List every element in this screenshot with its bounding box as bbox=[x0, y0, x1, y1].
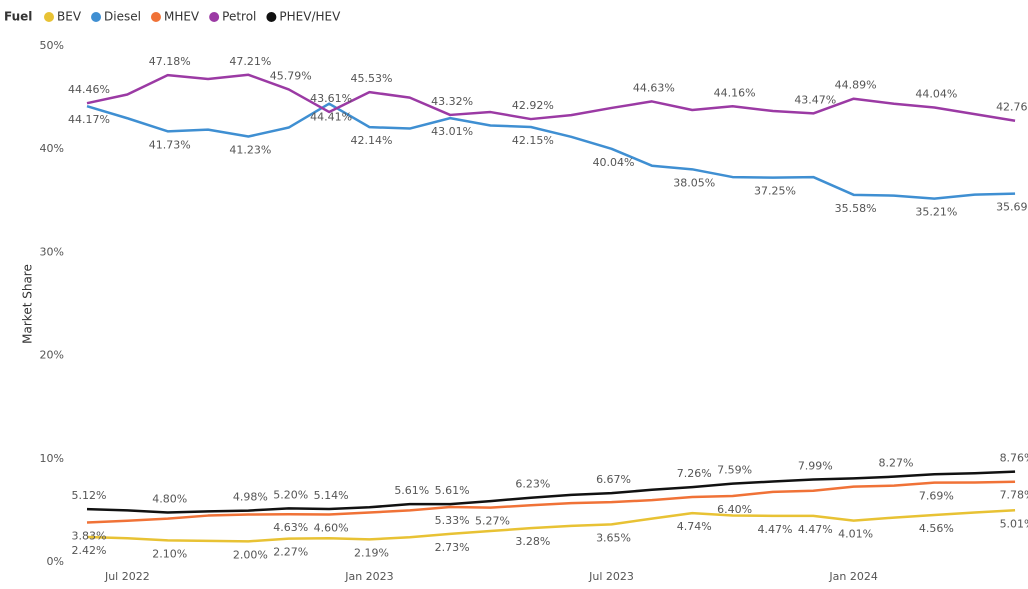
legend-swatch bbox=[266, 12, 277, 22]
data-label: 7.59% bbox=[717, 464, 752, 477]
data-label: 44.46% bbox=[68, 83, 110, 96]
data-label: 4.47% bbox=[757, 523, 792, 536]
data-label: 4.60% bbox=[314, 522, 349, 535]
data-label: 6.67% bbox=[596, 473, 631, 486]
legend-title: Fuel bbox=[4, 10, 32, 24]
data-label: 43.47% bbox=[794, 93, 836, 106]
legend: Fuel BEV Diesel MHEV Petrol PHEV/HEV bbox=[4, 10, 341, 24]
data-label: 43.01% bbox=[431, 125, 473, 138]
legend-label: MHEV bbox=[164, 10, 200, 24]
data-label: 8.76% bbox=[1000, 452, 1028, 465]
data-label: 5.14% bbox=[314, 489, 349, 502]
data-label: 2.10% bbox=[152, 547, 187, 560]
data-label: 44.04% bbox=[915, 88, 957, 101]
y-tick-label: 50% bbox=[40, 39, 64, 52]
data-label: 7.69% bbox=[919, 490, 954, 503]
data-label: 4.63% bbox=[273, 521, 308, 534]
data-label: 38.05% bbox=[673, 176, 715, 189]
data-label: 2.00% bbox=[233, 548, 268, 561]
y-tick-label: 30% bbox=[40, 245, 64, 258]
data-label: 5.01% bbox=[1000, 517, 1028, 530]
x-tick-label: Jan 2023 bbox=[344, 570, 393, 583]
data-label: 7.78% bbox=[1000, 489, 1028, 502]
data-label: 5.20% bbox=[273, 488, 308, 501]
legend-label: BEV bbox=[57, 10, 82, 24]
x-tick-label: Jan 2024 bbox=[828, 570, 877, 583]
y-tick-label: 40% bbox=[40, 142, 64, 155]
data-label: 2.73% bbox=[435, 541, 470, 554]
data-label: 43.32% bbox=[431, 95, 473, 108]
data-label: 6.23% bbox=[515, 478, 550, 491]
data-label: 44.63% bbox=[633, 81, 675, 94]
data-label: 35.69% bbox=[996, 201, 1028, 214]
data-label: 2.19% bbox=[354, 546, 389, 559]
data-label: 2.42% bbox=[72, 544, 107, 557]
y-tick-label: 0% bbox=[47, 555, 64, 568]
data-label: 4.74% bbox=[677, 520, 712, 533]
line-series bbox=[86, 509, 1016, 543]
data-label: 44.89% bbox=[835, 79, 877, 92]
legend-label: Petrol bbox=[222, 10, 256, 24]
line-series bbox=[86, 102, 1016, 200]
data-label: 7.26% bbox=[677, 467, 712, 480]
data-label: 44.41% bbox=[310, 111, 352, 124]
data-label: 4.80% bbox=[152, 492, 187, 505]
data-label: 5.61% bbox=[435, 484, 470, 497]
y-tick-label: 10% bbox=[40, 452, 64, 465]
data-label: 35.21% bbox=[915, 206, 957, 219]
data-label: 47.21% bbox=[229, 55, 271, 68]
data-label: 5.12% bbox=[72, 489, 107, 502]
data-label: 42.15% bbox=[512, 134, 554, 147]
legend-swatch bbox=[209, 12, 220, 22]
data-label: 5.61% bbox=[394, 484, 429, 497]
data-label: 4.01% bbox=[838, 528, 873, 541]
data-label: 8.27% bbox=[879, 457, 914, 470]
data-label: 47.18% bbox=[149, 55, 191, 68]
data-label: 43.61% bbox=[310, 92, 352, 105]
data-label: 41.73% bbox=[149, 138, 191, 151]
data-label: 3.65% bbox=[596, 531, 631, 544]
legend-swatch bbox=[44, 12, 54, 22]
data-label: 4.47% bbox=[798, 523, 833, 536]
data-label: 3.83% bbox=[72, 529, 107, 542]
legend-swatch bbox=[150, 12, 161, 22]
data-label: 45.79% bbox=[270, 69, 312, 82]
data-label: 5.27% bbox=[475, 515, 510, 528]
data-label: 37.25% bbox=[754, 185, 796, 198]
legend-label: PHEV/HEV bbox=[279, 10, 341, 24]
data-label: 45.53% bbox=[350, 72, 392, 85]
line-series bbox=[86, 480, 1016, 524]
data-label: 42.76% bbox=[996, 101, 1028, 114]
y-axis-title: Market Share bbox=[21, 264, 35, 344]
data-label: 2.27% bbox=[273, 546, 308, 559]
data-label: 3.28% bbox=[515, 535, 550, 548]
x-tick-label: Jul 2023 bbox=[588, 570, 634, 583]
legend-swatch bbox=[91, 12, 102, 22]
y-tick-label: 20% bbox=[40, 349, 64, 362]
x-tick-label: Jul 2022 bbox=[104, 570, 150, 583]
data-label: 6.40% bbox=[717, 503, 752, 516]
data-label: 44.17% bbox=[68, 113, 110, 126]
data-label: 4.98% bbox=[233, 491, 268, 504]
data-label: 42.92% bbox=[512, 99, 554, 112]
data-label: 7.99% bbox=[798, 460, 833, 473]
data-label: 44.16% bbox=[714, 86, 756, 99]
line-series bbox=[86, 470, 1016, 514]
data-label: 35.58% bbox=[835, 202, 877, 215]
data-label: 41.23% bbox=[229, 144, 271, 157]
data-label: 4.56% bbox=[919, 522, 954, 535]
data-label: 5.33% bbox=[435, 514, 470, 527]
line-series bbox=[86, 73, 1016, 122]
data-label: 40.04% bbox=[593, 156, 635, 169]
data-label: 42.14% bbox=[350, 134, 392, 147]
legend-label: Diesel bbox=[104, 10, 141, 24]
